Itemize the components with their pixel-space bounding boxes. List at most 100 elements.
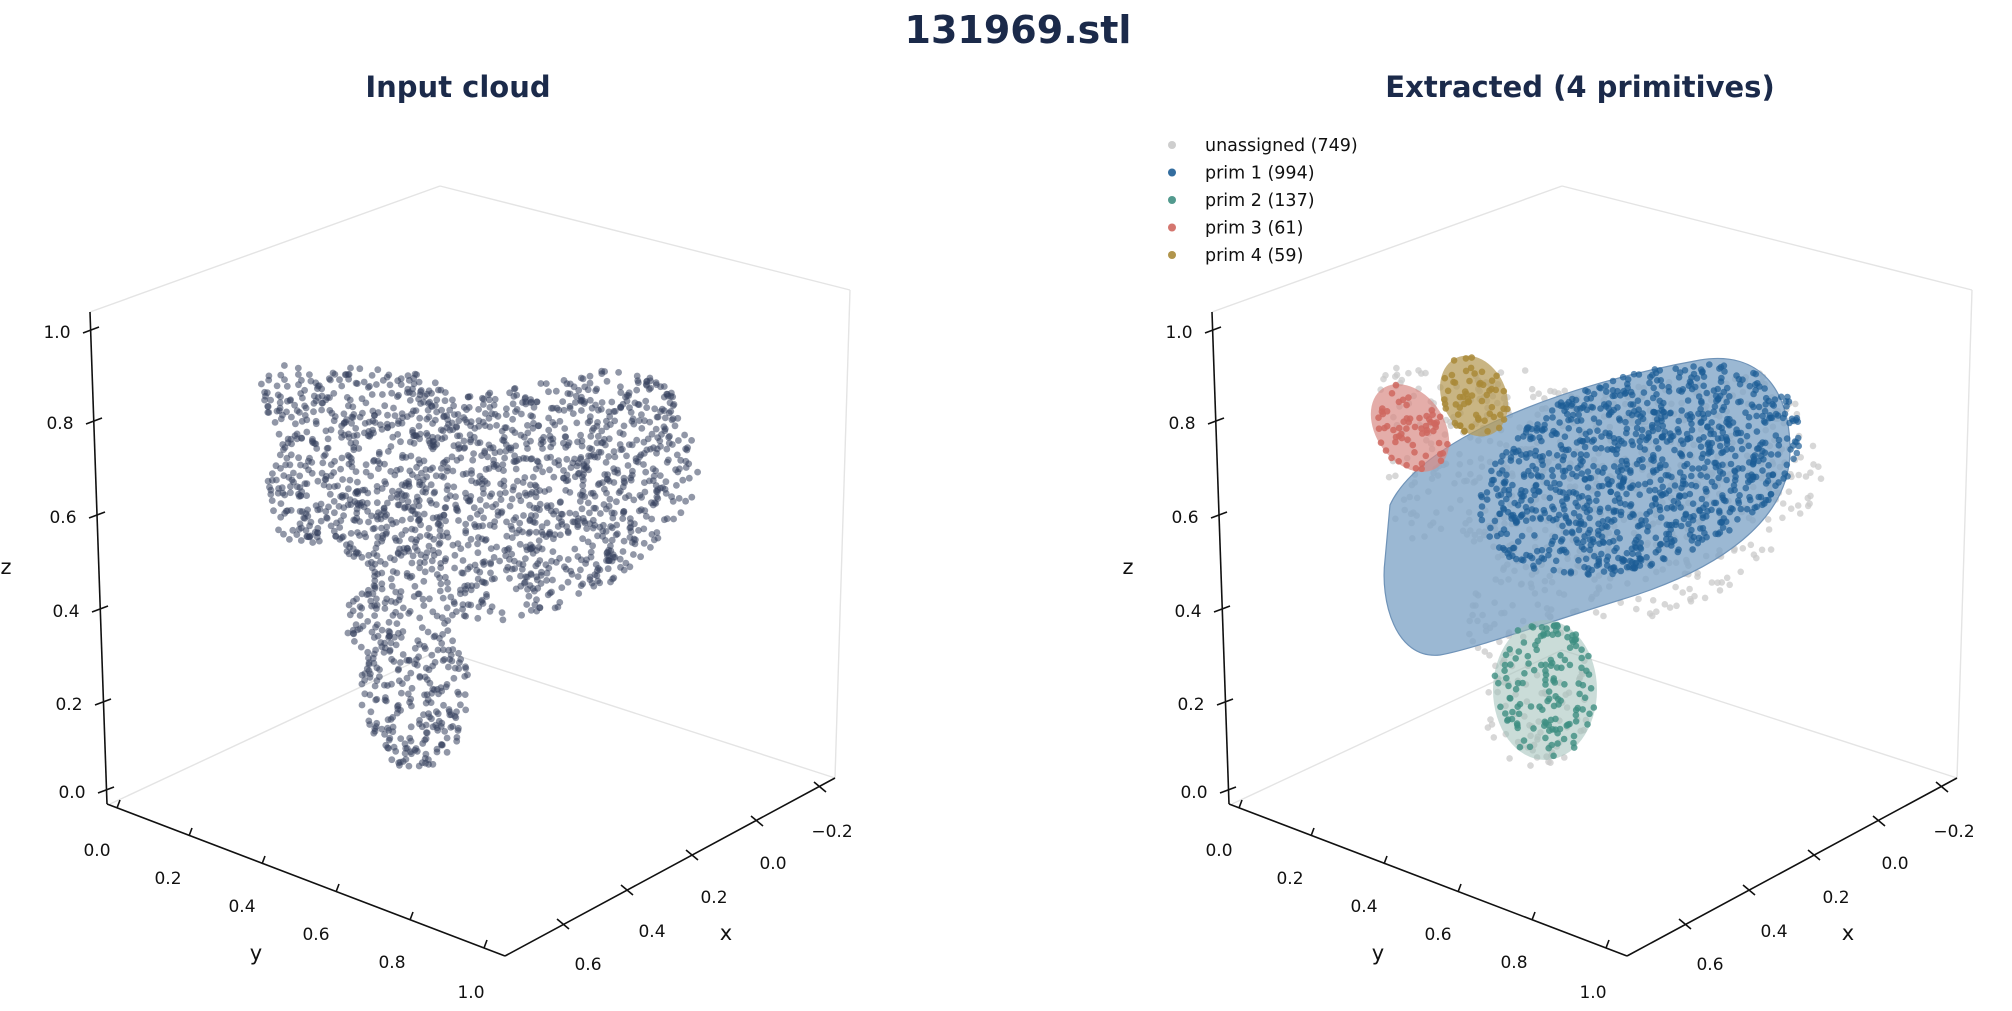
- panel-extracted-primitives: Extracted (4 primitives)0.00.20.40.60.81…: [1122, 70, 1974, 1003]
- z-tick-mark: [1213, 605, 1231, 613]
- data-point: [545, 388, 552, 396]
- data-point: [353, 595, 360, 603]
- data-point: [1624, 380, 1631, 388]
- data-point: [1765, 472, 1773, 479]
- data-point: [643, 404, 651, 411]
- data-point: [394, 550, 402, 558]
- data-point: [1570, 732, 1578, 740]
- data-point: [352, 425, 360, 432]
- data-point: [1797, 454, 1804, 461]
- data-point: [1462, 367, 1470, 375]
- data-point: [355, 501, 362, 509]
- data-point: [453, 708, 460, 716]
- x-tick-label: 0.2: [700, 888, 727, 908]
- data-point: [389, 487, 396, 495]
- data-point: [399, 628, 407, 635]
- data-point: [367, 597, 375, 605]
- data-point: [1748, 471, 1755, 479]
- data-point: [373, 677, 381, 684]
- data-point: [408, 684, 416, 692]
- data-point: [1556, 488, 1564, 496]
- data-point: [389, 568, 397, 575]
- data-point: [353, 431, 361, 439]
- data-point: [363, 665, 371, 673]
- data-point: [1743, 432, 1751, 440]
- data-point: [415, 497, 423, 504]
- data-point: [387, 494, 395, 502]
- data-point: [622, 559, 630, 567]
- data-point: [451, 411, 458, 418]
- data-point: [593, 572, 601, 580]
- data-point: [1615, 554, 1622, 562]
- data-point: [1653, 608, 1660, 615]
- data-point: [478, 578, 486, 586]
- data-point: [564, 477, 572, 484]
- data-point: [589, 542, 596, 550]
- data-point: [1554, 695, 1562, 703]
- data-point: [391, 556, 398, 564]
- data-point: [461, 589, 469, 597]
- data-point: [669, 497, 677, 505]
- data-point: [562, 443, 570, 451]
- data-point: [1592, 609, 1600, 616]
- data-point: [1602, 382, 1610, 390]
- data-point: [401, 750, 409, 757]
- data-point: [438, 406, 445, 414]
- z-tick-mark: [1204, 326, 1222, 334]
- data-point: [373, 499, 381, 507]
- data-point: [1556, 419, 1563, 426]
- z-tick-label: 0.4: [1174, 602, 1201, 622]
- data-point: [603, 505, 610, 513]
- data-point: [1750, 460, 1757, 467]
- data-point: [1451, 379, 1459, 387]
- data-point: [290, 469, 297, 477]
- data-point: [397, 438, 404, 446]
- data-point: [1512, 655, 1519, 662]
- data-point: [1530, 487, 1537, 494]
- data-point: [1730, 482, 1738, 489]
- data-point: [661, 516, 668, 524]
- data-point: [281, 509, 289, 517]
- data-point: [471, 424, 479, 432]
- data-point: [1649, 394, 1657, 402]
- data-point: [654, 413, 662, 421]
- data-point: [501, 454, 508, 462]
- data-point: [454, 727, 462, 734]
- data-point: [325, 503, 332, 511]
- data-point: [610, 408, 618, 415]
- data-point: [626, 534, 634, 541]
- data-point: [1718, 579, 1726, 586]
- data-point: [481, 477, 489, 485]
- y-tick-mark: [1531, 911, 1536, 921]
- data-point: [1532, 447, 1540, 455]
- data-point: [392, 537, 400, 544]
- z-tick-mark: [82, 326, 100, 334]
- data-point: [509, 486, 517, 494]
- data-point: [491, 395, 499, 403]
- data-point: [1529, 393, 1537, 401]
- data-point: [1496, 510, 1504, 518]
- data-point: [386, 381, 394, 389]
- data-point: [489, 503, 496, 511]
- data-point: [1527, 762, 1534, 769]
- data-point: [1551, 679, 1559, 686]
- data-point: [338, 454, 346, 462]
- data-point: [1654, 419, 1661, 427]
- data-point: [512, 514, 520, 521]
- data-point: [598, 399, 606, 406]
- data-point: [648, 430, 656, 438]
- data-point: [486, 404, 494, 411]
- data-point: [667, 392, 675, 400]
- data-point: [1530, 666, 1538, 674]
- data-point: [1477, 379, 1484, 387]
- x-tick-mark: [685, 849, 699, 861]
- data-point: [433, 612, 441, 620]
- data-point: [502, 411, 510, 418]
- data-point: [1578, 664, 1585, 672]
- data-point: [1689, 516, 1697, 524]
- y-tick-label: 0.4: [228, 897, 255, 917]
- data-point: [444, 627, 452, 634]
- z-tick-label: 0.8: [1168, 414, 1195, 434]
- legend-marker: [1168, 251, 1176, 259]
- data-point: [596, 579, 604, 587]
